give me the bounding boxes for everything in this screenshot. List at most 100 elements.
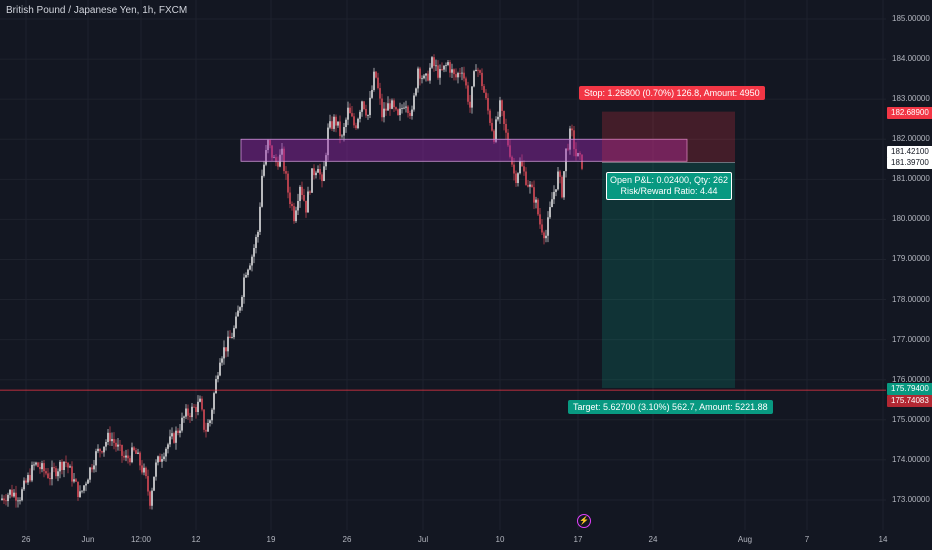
candle (91, 464, 93, 473)
candle-body (567, 148, 569, 150)
candle-body (479, 70, 481, 73)
candle-body (313, 168, 315, 176)
candle (171, 427, 173, 440)
candle-body (389, 103, 391, 109)
candle (393, 98, 395, 112)
stop-zone[interactable] (602, 111, 735, 163)
candle-body (331, 121, 333, 129)
candle-body (341, 135, 343, 137)
time-label: Jun (81, 535, 95, 544)
candle (189, 412, 191, 424)
candle-body (335, 116, 337, 126)
candle (263, 161, 265, 178)
candle (321, 172, 323, 188)
candle (551, 192, 553, 208)
candle-body (217, 375, 219, 380)
candle (97, 444, 99, 454)
candle (41, 460, 43, 473)
candle (479, 69, 481, 76)
candle (463, 66, 465, 82)
candle (103, 446, 105, 457)
candle-body (103, 446, 105, 453)
candle (407, 105, 409, 118)
candle (121, 444, 123, 463)
candle (45, 467, 47, 476)
target-label[interactable]: Target: 5.62700 (3.10%) 562.7, Amount: 5… (568, 400, 773, 414)
candle (89, 466, 91, 483)
candle (125, 449, 127, 462)
candle (19, 497, 21, 505)
candle (449, 59, 451, 78)
candle-body (379, 88, 381, 99)
candle (471, 86, 473, 114)
candle (319, 163, 321, 180)
candle-body (61, 461, 63, 471)
candle (429, 63, 431, 84)
target-price-tag: 175.79400 (887, 383, 932, 395)
candle (77, 481, 79, 501)
candle-body (539, 214, 541, 225)
candle (495, 116, 497, 144)
candle-body (101, 451, 103, 453)
candle-body (307, 191, 309, 213)
candle-body (371, 89, 373, 98)
candle-body (579, 153, 581, 155)
price-label: 173.00000 (892, 494, 930, 504)
candle (297, 193, 299, 215)
pnl-label[interactable]: Open P&L: 0.02400, Qty: 262 Risk/Reward … (606, 172, 732, 200)
candle-body (253, 248, 255, 257)
candle (549, 201, 551, 219)
candle-body (529, 184, 531, 187)
candle-body (351, 113, 353, 117)
candle (341, 134, 343, 139)
candle (523, 160, 525, 176)
candle-body (5, 500, 7, 502)
target-zone[interactable] (602, 162, 735, 388)
candle-body (359, 111, 361, 119)
candle-body (525, 171, 527, 185)
candle-body (287, 173, 289, 193)
candle-body (67, 462, 69, 468)
candle (527, 179, 529, 188)
candle (259, 202, 261, 236)
lightning-icon[interactable]: ⚡ (577, 514, 591, 528)
candle-body (381, 98, 383, 118)
candle-body (421, 78, 423, 80)
candle-body (435, 65, 437, 67)
candle-body (31, 464, 33, 481)
candle-body (449, 62, 451, 73)
price-label: 176.00000 (892, 374, 930, 384)
candle (195, 404, 197, 419)
candle (5, 494, 7, 506)
candle-body (369, 97, 371, 116)
candle (565, 148, 567, 178)
candle-body (323, 166, 325, 182)
symbol-title[interactable]: British Pound / Japanese Yen, 1h, FXCM (6, 5, 188, 16)
candle-body (417, 68, 419, 89)
supply-zone[interactable] (240, 138, 688, 162)
candle-body (511, 156, 513, 165)
candle-body (57, 471, 59, 477)
candle (371, 85, 373, 99)
candle (345, 117, 347, 133)
candle (211, 407, 213, 425)
stop-label[interactable]: Stop: 1.26800 (0.70%) 126.8, Amount: 495… (579, 86, 765, 100)
candle-body (357, 118, 359, 129)
candle-body (309, 191, 311, 193)
candle (425, 73, 427, 82)
candle-body (555, 189, 557, 192)
price-label: 174.00000 (892, 454, 930, 464)
candle (119, 440, 121, 451)
candle (459, 67, 461, 78)
candle (359, 109, 361, 123)
candle (299, 185, 301, 208)
candle (33, 461, 35, 471)
candle-body (227, 336, 229, 352)
candle-body (319, 169, 321, 175)
candle-body (59, 461, 61, 472)
candle-body (271, 145, 273, 158)
candle-body (387, 103, 389, 111)
candle-body (233, 328, 235, 338)
